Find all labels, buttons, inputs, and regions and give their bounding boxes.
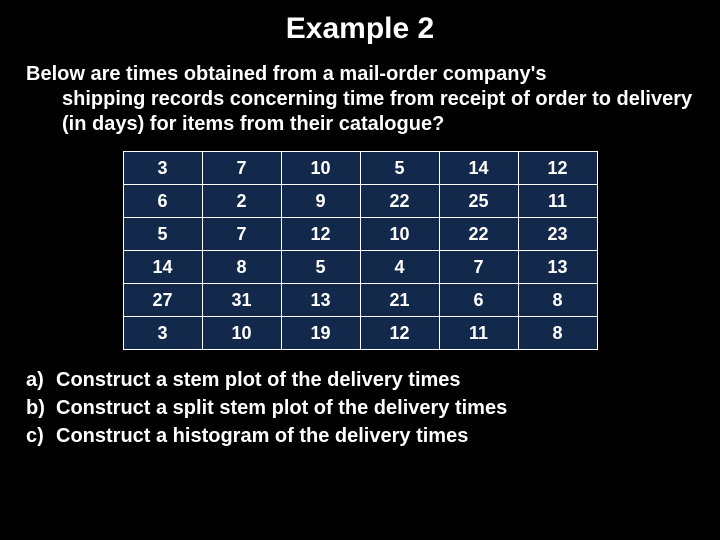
table-cell: 3 <box>123 152 202 185</box>
question-line: a)Construct a stem plot of the delivery … <box>26 366 698 394</box>
table-row: 371051412 <box>123 152 597 185</box>
question-text: Construct a stem plot of the delivery ti… <box>56 366 461 394</box>
slide-container: Example 2 Below are times obtained from … <box>0 0 720 540</box>
question-text: Construct a split stem plot of the deliv… <box>56 394 507 422</box>
questions-list: a)Construct a stem plot of the delivery … <box>22 366 698 450</box>
table-row: 3101912118 <box>123 317 597 350</box>
table-cell: 12 <box>281 218 360 251</box>
table-cell: 21 <box>360 284 439 317</box>
table-cell: 8 <box>518 284 597 317</box>
table-cell: 2 <box>202 185 281 218</box>
table-cell: 25 <box>439 185 518 218</box>
table-cell: 11 <box>518 185 597 218</box>
intro-rest: shipping records concerning time from re… <box>26 87 698 137</box>
table-cell: 5 <box>123 218 202 251</box>
table-row: 2731132168 <box>123 284 597 317</box>
intro-first-line: Below are times obtained from a mail-ord… <box>26 63 546 85</box>
table-cell: 6 <box>123 185 202 218</box>
table-cell: 10 <box>360 218 439 251</box>
question-letter: b) <box>26 394 56 422</box>
table-cell: 10 <box>202 317 281 350</box>
question-letter: c) <box>26 422 56 450</box>
table-cell: 14 <box>439 152 518 185</box>
table-cell: 27 <box>123 284 202 317</box>
question-line: c)Construct a histogram of the delivery … <box>26 422 698 450</box>
table-cell: 22 <box>439 218 518 251</box>
table-cell: 12 <box>360 317 439 350</box>
question-letter: a) <box>26 366 56 394</box>
intro-text: Below are times obtained from a mail-ord… <box>22 62 698 137</box>
table-cell: 7 <box>202 152 281 185</box>
table-cell: 8 <box>202 251 281 284</box>
table-row: 629222511 <box>123 185 597 218</box>
table-row: 5712102223 <box>123 218 597 251</box>
table-cell: 12 <box>518 152 597 185</box>
table-cell: 7 <box>439 251 518 284</box>
table-cell: 5 <box>281 251 360 284</box>
table-cell: 22 <box>360 185 439 218</box>
table-cell: 8 <box>518 317 597 350</box>
table-cell: 9 <box>281 185 360 218</box>
table-body: 3710514126292225115712102223148547132731… <box>123 152 597 350</box>
table-cell: 5 <box>360 152 439 185</box>
table-cell: 23 <box>518 218 597 251</box>
question-line: b)Construct a split stem plot of the del… <box>26 394 698 422</box>
table-cell: 10 <box>281 152 360 185</box>
table-cell: 14 <box>123 251 202 284</box>
table-cell: 3 <box>123 317 202 350</box>
table-cell: 13 <box>518 251 597 284</box>
table-cell: 19 <box>281 317 360 350</box>
table-row: 14854713 <box>123 251 597 284</box>
table-cell: 13 <box>281 284 360 317</box>
slide-title: Example 2 <box>22 12 698 46</box>
question-text: Construct a histogram of the delivery ti… <box>56 422 468 450</box>
data-table: 3710514126292225115712102223148547132731… <box>123 151 598 350</box>
table-cell: 7 <box>202 218 281 251</box>
table-cell: 6 <box>439 284 518 317</box>
table-cell: 11 <box>439 317 518 350</box>
table-cell: 4 <box>360 251 439 284</box>
table-cell: 31 <box>202 284 281 317</box>
